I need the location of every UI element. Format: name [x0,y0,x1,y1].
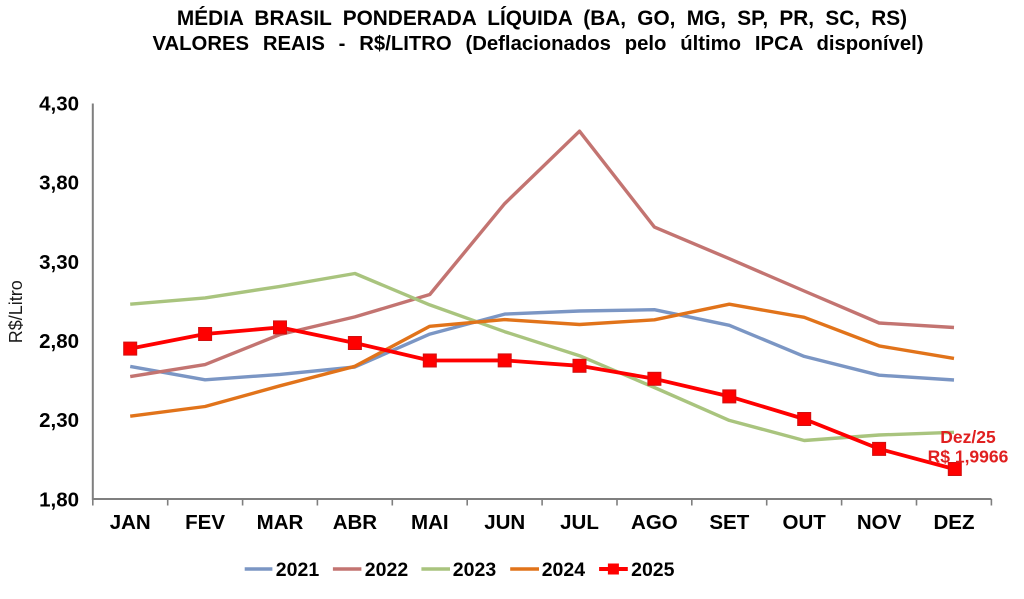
svg-text:R$ 1,9966: R$ 1,9966 [928,447,1009,467]
svg-text:FEV: FEV [185,511,225,534]
svg-text:4,30: 4,30 [39,92,79,115]
svg-text:2022: 2022 [365,559,409,581]
svg-text:2021: 2021 [276,559,320,581]
svg-text:3,30: 3,30 [39,251,79,274]
svg-text:2024: 2024 [542,559,586,581]
svg-text:MÉDIA BRASIL PONDERADA LÍQUIDA: MÉDIA BRASIL PONDERADA LÍQUIDA (BA, GO, … [177,7,907,30]
svg-text:2,80: 2,80 [39,330,79,353]
svg-text:OUT: OUT [783,511,827,534]
svg-text:MAR: MAR [257,511,304,534]
svg-text:2025: 2025 [631,559,675,581]
svg-text:JUL: JUL [560,511,599,534]
svg-text:1,80: 1,80 [39,488,79,511]
svg-text:VALORES REAIS - R$/LITRO (Defl: VALORES REAIS - R$/LITRO (Deflacionados … [153,33,924,55]
svg-text:R$/Litro: R$/Litro [6,280,26,343]
svg-text:MAI: MAI [411,511,449,534]
svg-text:2,30: 2,30 [39,409,79,432]
svg-text:JUN: JUN [484,511,525,534]
svg-text:JAN: JAN [110,511,151,534]
svg-text:Dez/25: Dez/25 [940,427,996,447]
svg-text:SET: SET [709,511,749,534]
svg-text:2023: 2023 [453,559,497,581]
svg-text:DEZ: DEZ [934,511,975,534]
svg-text:NOV: NOV [857,511,902,534]
svg-text:ABR: ABR [333,511,378,534]
svg-text:3,80: 3,80 [39,172,79,195]
svg-text:AGO: AGO [631,511,678,534]
